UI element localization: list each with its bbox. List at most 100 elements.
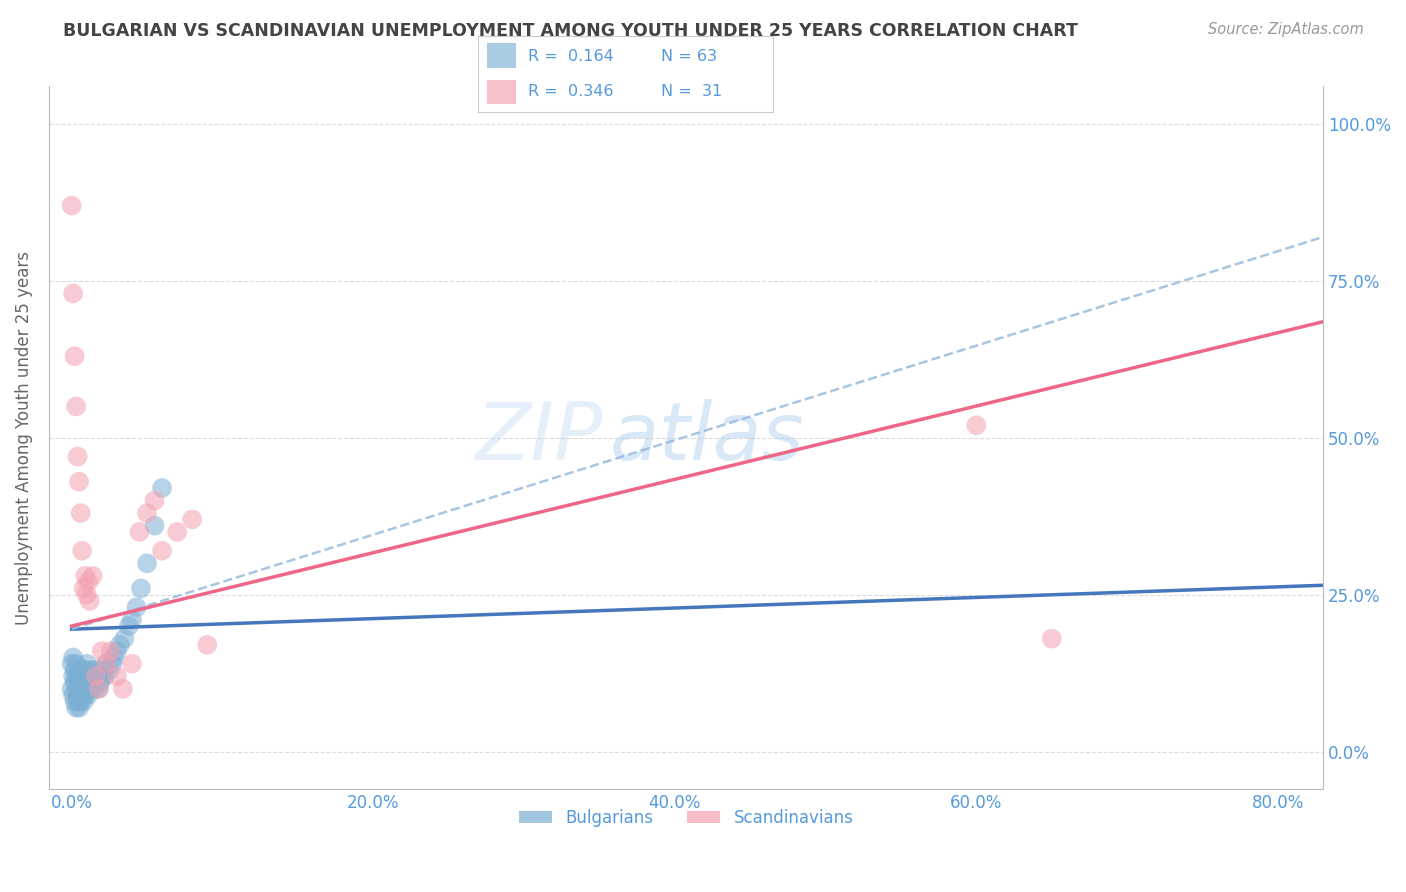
Point (67, 688, 90, 702)
Point (70, 688, 93, 702)
Point (84, 675, 107, 690)
Point (72, 582, 94, 596)
Point (112, 632, 135, 646)
Point (121, 613, 143, 627)
Point (80, 675, 103, 690)
Point (84, 669, 107, 683)
Point (65, 657, 87, 671)
Text: atlas: atlas (610, 399, 804, 477)
Point (100, 644, 122, 658)
Point (84, 663, 107, 677)
Point (150, 481, 173, 495)
Point (72, 694, 94, 708)
Point (66, 450, 89, 464)
Point (98, 663, 121, 677)
Point (76, 588, 98, 602)
Point (83, 681, 105, 696)
Point (87, 681, 110, 696)
Point (150, 543, 173, 558)
Point (70, 675, 93, 690)
Point (63, 349, 86, 363)
Point (136, 557, 159, 571)
Point (128, 524, 150, 539)
Point (965, 418, 987, 433)
Point (65, 681, 87, 696)
Point (105, 669, 128, 683)
Point (143, 493, 166, 508)
Point (65, 669, 87, 683)
Point (60, 657, 83, 671)
Point (76, 657, 98, 671)
Point (111, 681, 134, 696)
Point (63, 663, 86, 677)
Point (75, 675, 97, 690)
Point (108, 638, 131, 652)
Point (87, 681, 110, 696)
Point (80, 663, 103, 677)
Point (89, 675, 111, 690)
Point (70, 543, 93, 558)
Point (82, 569, 104, 583)
Text: R =  0.346: R = 0.346 (529, 84, 614, 98)
Point (181, 512, 204, 526)
Point (136, 506, 159, 520)
Point (96, 657, 118, 671)
Point (75, 688, 97, 702)
Point (72, 681, 94, 696)
Point (79, 669, 101, 683)
Point (96, 657, 118, 671)
Point (66, 675, 89, 690)
Point (75, 569, 97, 583)
Point (62, 688, 84, 702)
Point (62, 286, 84, 301)
Point (75, 663, 97, 677)
Point (67, 700, 90, 714)
Point (69, 681, 91, 696)
Point (62, 669, 84, 683)
Y-axis label: Unemployment Among Youth under 25 years: Unemployment Among Youth under 25 years (15, 251, 32, 624)
Point (79, 681, 101, 696)
Point (143, 518, 166, 533)
Legend: Bulgarians, Scandinavians: Bulgarians, Scandinavians (512, 802, 860, 834)
Point (77, 675, 100, 690)
Point (70, 663, 93, 677)
Point (72, 669, 94, 683)
Point (86, 669, 108, 683)
Point (94, 669, 117, 683)
Point (90, 669, 112, 683)
Point (63, 694, 86, 708)
Point (76, 669, 98, 683)
Point (79, 594, 101, 608)
Bar (486, 79, 516, 104)
Point (62, 650, 84, 665)
Point (69, 694, 91, 708)
Point (166, 524, 188, 539)
Point (103, 650, 125, 665)
Point (65, 700, 87, 714)
Point (77, 688, 100, 702)
Point (69, 675, 91, 690)
Point (60, 681, 83, 696)
Point (65, 400, 87, 414)
Point (101, 657, 124, 671)
Text: R =  0.164: R = 0.164 (529, 49, 614, 63)
Point (1040, 632, 1063, 646)
Text: N =  31: N = 31 (661, 84, 723, 98)
Point (90, 644, 112, 658)
Point (82, 669, 104, 683)
Point (118, 619, 141, 633)
Point (66, 688, 89, 702)
Point (195, 638, 218, 652)
Point (91, 663, 114, 677)
Point (67, 475, 90, 489)
Point (77, 575, 100, 590)
Point (67, 669, 90, 683)
Point (76, 681, 98, 696)
Text: N = 63: N = 63 (661, 49, 717, 63)
Point (129, 582, 152, 596)
Text: ZIP: ZIP (475, 399, 603, 477)
Bar (486, 44, 516, 68)
Point (60, 198, 83, 212)
Point (121, 657, 143, 671)
Point (66, 694, 89, 708)
